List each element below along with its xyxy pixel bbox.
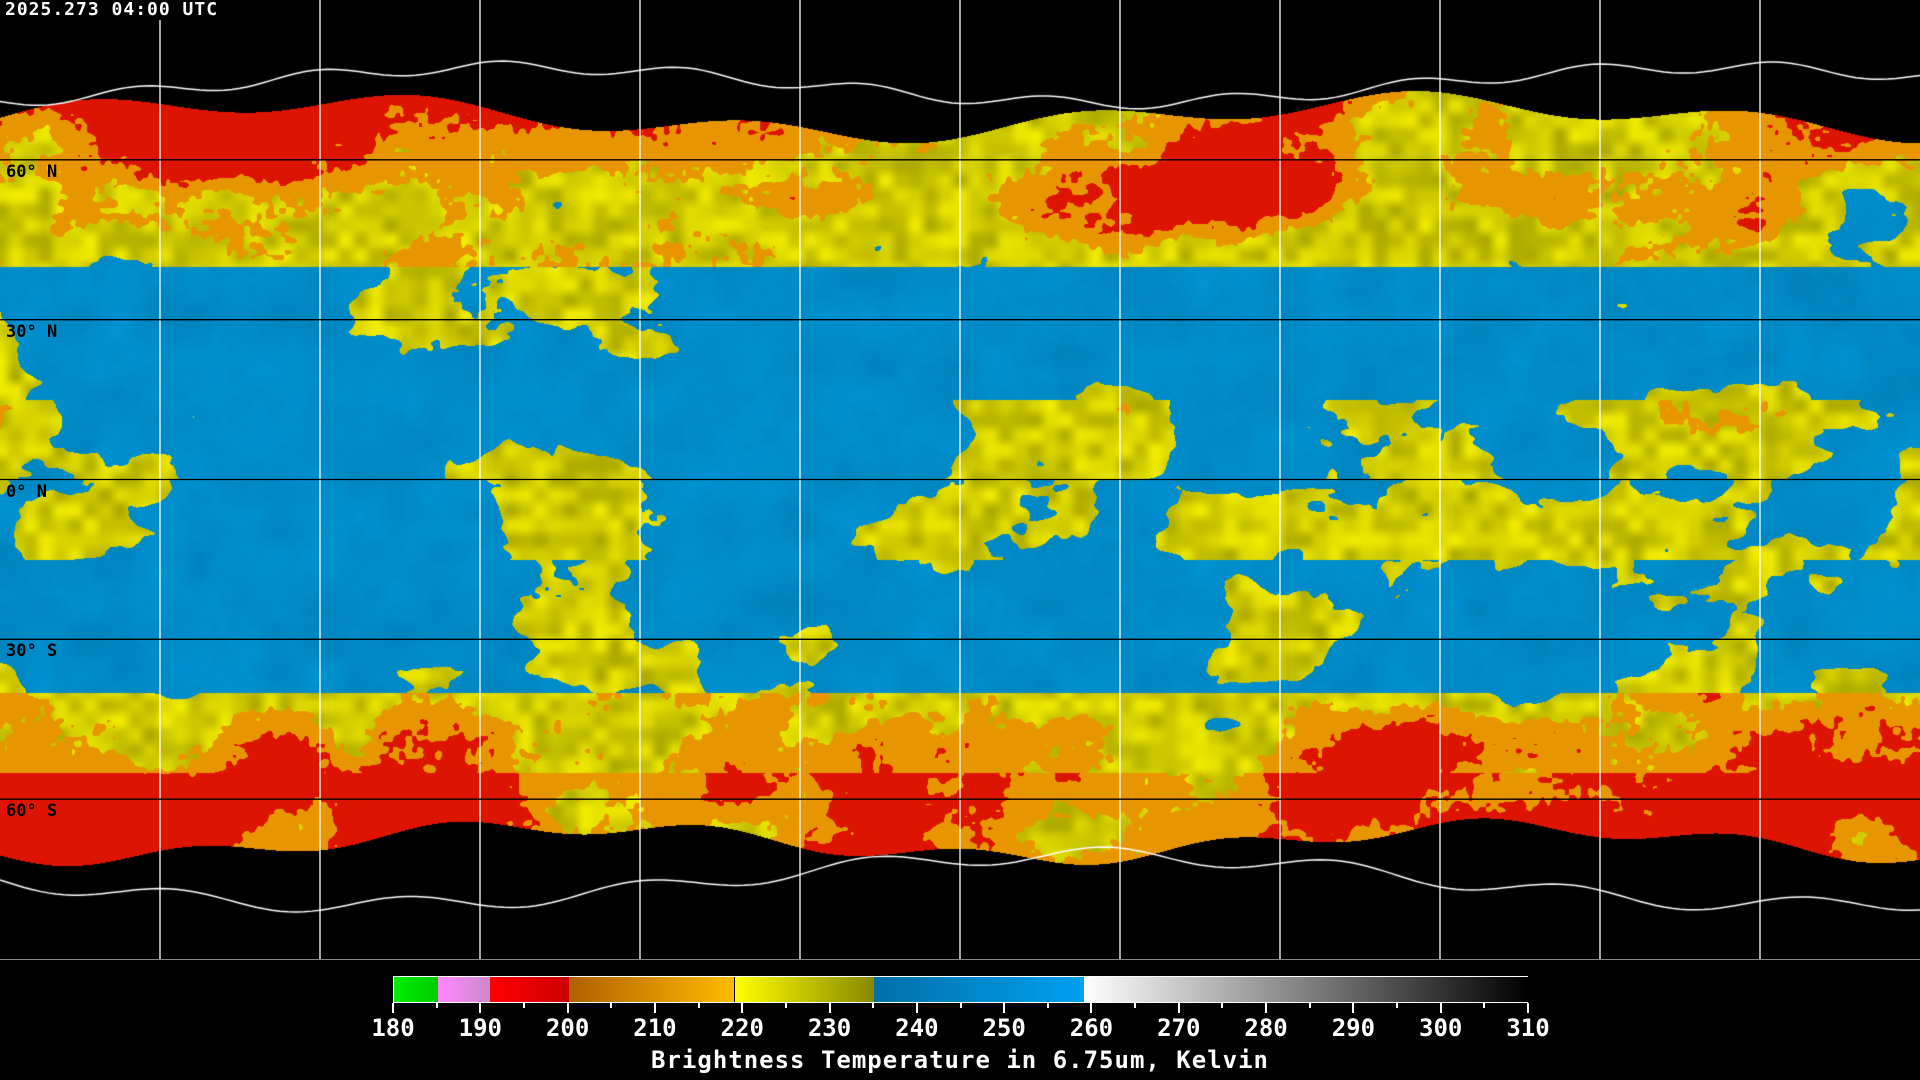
colorbar-tick [1046, 1003, 1049, 1008]
colorbar-segment [1083, 977, 1529, 1002]
colorbar-tick [392, 1003, 394, 1013]
colorbar-tick-label: 180 [371, 1014, 415, 1042]
colorbar-tick [522, 1003, 525, 1008]
colorbar-title: Brightness Temperature in 6.75um, Kelvin [651, 1046, 1269, 1074]
colorbar-tick-label: 290 [1331, 1014, 1376, 1042]
colorbar-tick [1134, 1003, 1137, 1008]
colorbar-tick [1396, 1003, 1399, 1008]
colorbar-tick-label: 280 [1244, 1014, 1288, 1042]
colorbar-segment [568, 977, 735, 1002]
colorbar-tick [1527, 1003, 1529, 1013]
colorbar-tick-label: 220 [720, 1014, 764, 1042]
colorbar-segment [734, 977, 875, 1002]
satellite-map: 60° N 30° N 0° N 30° S 60° S 2025.273 04:00 … [0, 0, 1920, 960]
colorbar-segment [874, 977, 1084, 1002]
colorbar-tick [784, 1003, 787, 1008]
colorbar-tick [741, 1003, 744, 1013]
colorbar-tick [1177, 1003, 1180, 1013]
colorbar-tick-label: 210 [633, 1014, 677, 1042]
colorbar-tick [872, 1003, 875, 1008]
colorbar-tick [915, 1003, 918, 1013]
lat-lon-grid [159, 0, 1761, 959]
lat-label: 30° N [6, 321, 58, 342]
colorbar-segment [437, 977, 491, 1002]
colorbar-tick [479, 1003, 482, 1013]
colorbar-tick-label: 270 [1157, 1014, 1201, 1042]
colorbar-tick-label: 190 [458, 1014, 502, 1042]
colorbar-tick [828, 1003, 831, 1013]
colorbar-tick-label: 300 [1419, 1014, 1463, 1042]
colorbar-tick [566, 1003, 569, 1013]
lat-label: 0° N [6, 481, 47, 502]
timestamp: 2025.273 04:00 UTC [3, 0, 221, 20]
colorbar-segment [490, 977, 569, 1002]
colorbar-tick-label: 250 [982, 1014, 1026, 1042]
colorbar-tick [1265, 1003, 1268, 1013]
colorbar-tick [1003, 1003, 1006, 1013]
colorbar-tick [1090, 1003, 1093, 1013]
colorbar-tick [1308, 1003, 1311, 1008]
colorbar-tick [1221, 1003, 1224, 1008]
colorbar-tick-label: 240 [895, 1014, 939, 1042]
lat-label: 60° N [6, 161, 58, 182]
colorbar-tick-label: 260 [1069, 1014, 1114, 1042]
colorbar-tick-label: 310 [1506, 1014, 1550, 1042]
colorbar-tick [697, 1003, 700, 1008]
colorbar-tick [959, 1003, 962, 1008]
colorbar-tick-label: 230 [807, 1014, 852, 1042]
colorbar-tick [653, 1003, 656, 1013]
colorbar-tick [435, 1003, 438, 1008]
colorbar-tick [1439, 1003, 1442, 1013]
colorbar-tick-label: 200 [545, 1014, 590, 1042]
colorbar [393, 976, 1529, 1003]
colorbar-segment [394, 977, 438, 1002]
colorbar-tick [1352, 1003, 1355, 1013]
lat-label: 30° S [6, 641, 58, 662]
lat-label: 60° S [6, 801, 58, 822]
colorbar-tick [610, 1003, 613, 1008]
colorbar-tick [1483, 1003, 1486, 1008]
